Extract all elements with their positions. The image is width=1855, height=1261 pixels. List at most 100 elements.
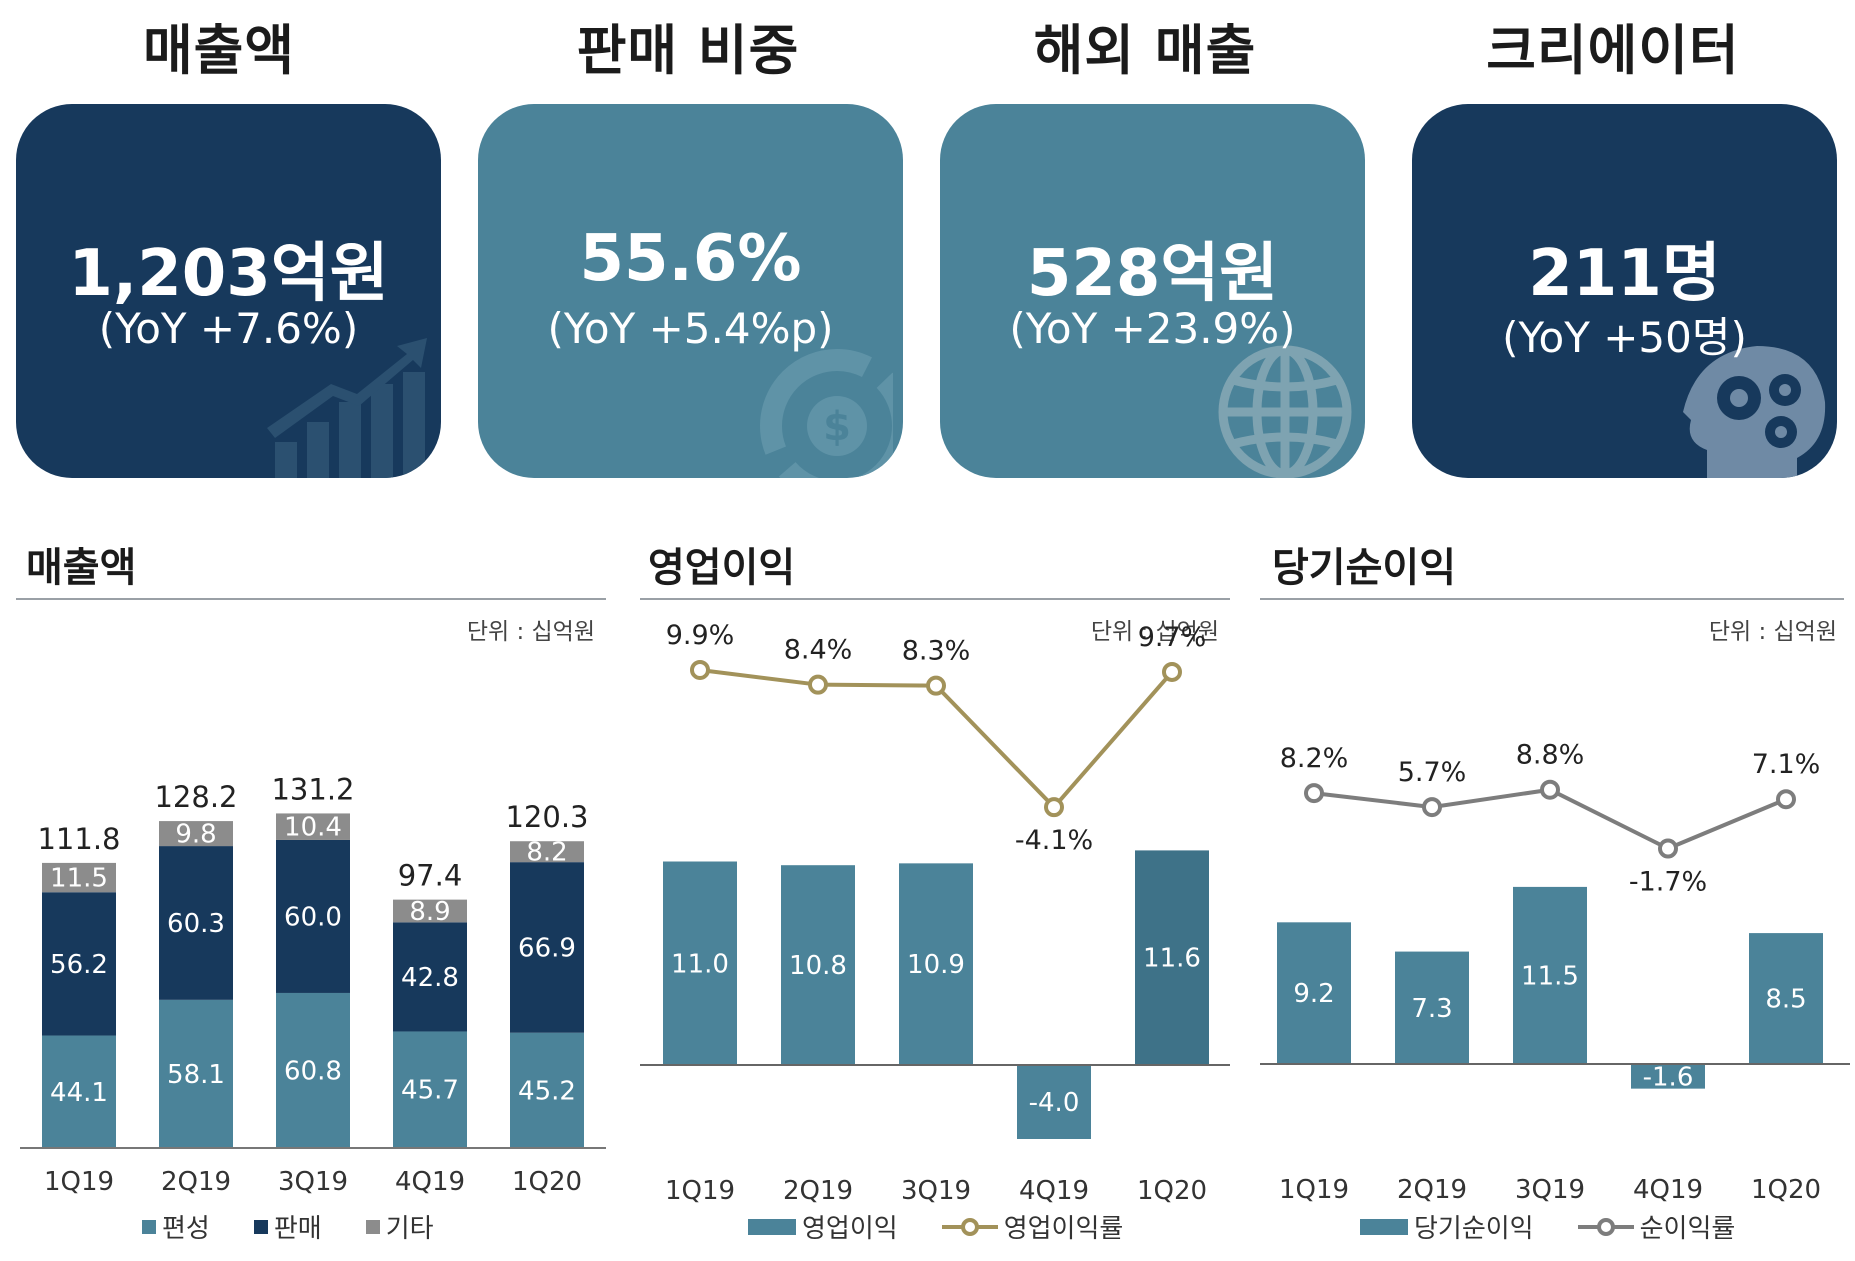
- legend-label: 당기순이익: [1414, 1214, 1534, 1244]
- line-point-1Q19: [1304, 783, 1324, 804]
- kpi-card-revenue: 1,203억원 (YoY +7.6%): [16, 104, 441, 478]
- legend-revenue: 편성 판매 기타: [142, 1208, 478, 1245]
- legend-item-op-line: 영업이익률: [941, 1208, 1123, 1245]
- legend-swatch: [748, 1218, 796, 1235]
- bar-판매-4Q19: [393, 922, 467, 1032]
- kpi-value-revenue: 1,203억원: [68, 237, 389, 311]
- bar-기타-2Q19: [159, 821, 233, 847]
- section-divider: [1260, 598, 1844, 600]
- bar-value-label: -4.0: [1029, 1088, 1080, 1118]
- dollar-coin-icon: $: [760, 349, 893, 478]
- x-tick-label: 3Q19: [901, 1176, 971, 1206]
- kpi-value-sales-share: 55.6%: [579, 222, 802, 296]
- total-label: 97.4: [398, 859, 463, 893]
- bar-영업이익-1Q19: [663, 861, 737, 1065]
- section-divider: [640, 598, 1230, 600]
- bar-value-label: 8.2: [526, 838, 567, 868]
- bar-기타-1Q19: [42, 862, 116, 893]
- bar-value-label: 11.0: [671, 949, 729, 979]
- line-value-label: -1.7%: [1629, 867, 1707, 898]
- line-value-label: 7.1%: [1752, 749, 1821, 780]
- bar-판매-3Q19: [276, 839, 350, 993]
- kpi-card-overseas: 528억원 (YoY +23.9%): [940, 104, 1365, 478]
- section-title-revenue: 매출액: [26, 545, 137, 591]
- bar-value-label: 10.4: [284, 813, 342, 843]
- kpi-title-overseas: 해외 매출: [1033, 19, 1257, 82]
- bar-value-label: 10.9: [907, 950, 965, 980]
- bar-value-label: 9.2: [1293, 979, 1334, 1009]
- bar-당기순이익-1Q20: [1749, 933, 1823, 1064]
- kpi-sub-sales-share: (YoY +5.4%p): [547, 304, 834, 353]
- legend-label: 영업이익: [802, 1214, 898, 1244]
- kpi-value-overseas: 528억원: [1026, 237, 1279, 311]
- bar-value-label: 11.6: [1143, 944, 1201, 974]
- bar-당기순이익-4Q19: [1631, 1064, 1705, 1089]
- legend-item-net-bar: 당기순이익: [1360, 1208, 1534, 1245]
- bar-기타-1Q20: [510, 841, 584, 863]
- legend-item-판매: 판매: [253, 1208, 322, 1245]
- kpi-sub-creators: (YoY +50명): [1502, 313, 1747, 362]
- total-label: 111.8: [37, 822, 120, 856]
- operating-profit-chart: 11.0 1Q19 10.8 2Q19 10.9 3Q19 -4.0 4Q19 11.6 1Q20…: [640, 620, 1230, 1206]
- x-tick-label: 1Q19: [665, 1176, 735, 1206]
- section-divider: [16, 598, 606, 600]
- line-point-4Q19: [1044, 797, 1064, 818]
- legend-label: 기타: [385, 1214, 434, 1244]
- x-tick-label: 2Q19: [783, 1176, 853, 1206]
- legend-net: 당기순이익 순이익률: [1360, 1208, 1779, 1245]
- line-value-label: 9.9%: [666, 620, 735, 651]
- bar-value-label: 58.1: [167, 1060, 225, 1090]
- x-tick-label: 3Q19: [278, 1167, 348, 1197]
- bar-value-label: 60.3: [167, 909, 225, 939]
- bar-value-label: 44.1: [50, 1078, 108, 1108]
- x-tick-label: 1Q20: [512, 1167, 582, 1197]
- bar-편성-2Q19: [159, 999, 233, 1148]
- x-tick-label: 3Q19: [1515, 1175, 1585, 1205]
- bar-value-label: 11.5: [50, 864, 108, 894]
- bar-편성-4Q19: [393, 1031, 467, 1148]
- x-tick-label: 4Q19: [395, 1167, 465, 1197]
- x-tick-label: 1Q20: [1751, 1175, 1821, 1205]
- bar-value-label: -1.6: [1643, 1062, 1694, 1092]
- line-point-1Q20: [1162, 661, 1182, 682]
- kpi-card-sales-share: $ 55.6% (YoY +5.4%p): [478, 104, 903, 478]
- revenue-stacked-bar-chart: 44.1 56.2 11.5 111.8 1Q19 58.1 60.3 9.8 128.2 2Q1…: [20, 772, 606, 1197]
- kpi-title-sales-share: 판매 비중: [576, 19, 800, 82]
- head-gears-icon: [1683, 346, 1826, 478]
- growth-chart-icon: [267, 338, 427, 478]
- x-tick-label: 1Q19: [1279, 1175, 1349, 1205]
- bar-value-label: 45.7: [401, 1076, 459, 1106]
- legend-label: 판매: [273, 1214, 322, 1244]
- kpi-title-revenue: 매출액: [142, 19, 296, 82]
- bar-value-label: 56.2: [50, 950, 108, 980]
- bar-당기순이익-3Q19: [1513, 886, 1587, 1064]
- bar-value-label: 60.8: [284, 1056, 342, 1086]
- legend-line-swatch: [1577, 1217, 1634, 1236]
- bar-value-label: 9.8: [175, 820, 216, 850]
- line-point-2Q19: [1422, 797, 1442, 818]
- line-value-label: 9.7%: [1138, 622, 1207, 653]
- bar-value-label: 66.9: [518, 933, 576, 963]
- svg-text:$: $: [823, 404, 851, 450]
- total-label: 131.2: [271, 772, 354, 806]
- total-label: 120.3: [505, 800, 588, 834]
- globe-icon: [1218, 345, 1352, 478]
- bar-편성-1Q19: [42, 1035, 116, 1148]
- total-label: 128.2: [154, 780, 237, 814]
- line-point-4Q19: [1658, 838, 1678, 859]
- bar-영업이익-4Q19: [1017, 1065, 1091, 1139]
- bar-영업이익-3Q19: [899, 863, 973, 1065]
- legend-swatch: [142, 1219, 156, 1234]
- kpi-value-creators: 211명: [1528, 237, 1721, 311]
- bar-기타-3Q19: [276, 813, 350, 840]
- net-income-chart: 9.2 1Q19 7.3 2Q19 11.5 3Q19 -1.6 4Q19 8.5 1Q20 8.2…: [1260, 740, 1850, 1205]
- line-point-3Q19: [1540, 779, 1560, 800]
- kpi-title-creators: 크리에이터: [1486, 19, 1740, 82]
- x-tick-label: 4Q19: [1633, 1175, 1703, 1205]
- bar-value-label: 7.3: [1411, 994, 1452, 1024]
- kpi-sub-revenue: (YoY +7.6%): [98, 304, 359, 353]
- line-value-label: 5.7%: [1398, 757, 1467, 788]
- line-point-1Q20: [1776, 789, 1796, 810]
- x-tick-label: 1Q19: [44, 1167, 114, 1197]
- line-point-1Q19: [690, 659, 710, 680]
